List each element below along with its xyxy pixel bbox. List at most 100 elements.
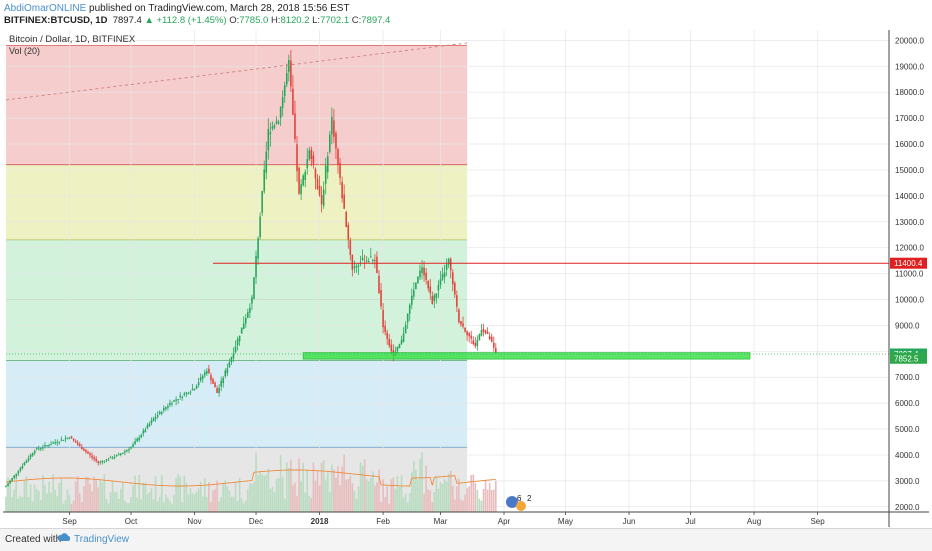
resistance-price-tag-bg [890, 257, 927, 269]
candle-body [146, 425, 149, 429]
volume-bar [224, 480, 227, 512]
volume-bar [439, 482, 442, 512]
events-badge[interactable]: 6 2 [506, 494, 532, 511]
volume-bar [470, 474, 473, 512]
volume-bar [419, 458, 421, 512]
volume-bar [456, 486, 458, 512]
volume-bar [285, 462, 288, 512]
candle-body [15, 473, 18, 477]
volume-bar [271, 486, 274, 512]
candle-body [109, 457, 112, 459]
price-axis[interactable]: 2000.03000.04000.05000.06000.07000.08000… [890, 36, 927, 512]
candle-body [331, 116, 333, 135]
candle-body [326, 156, 329, 173]
candle-body [70, 436, 73, 439]
volume-bar [484, 480, 487, 512]
candle-body [60, 439, 63, 441]
candle-body [458, 309, 460, 323]
volume-bar [308, 495, 311, 512]
candle-body [91, 455, 93, 458]
volume-bar [199, 481, 202, 512]
price-tick-label: 7000.0 [895, 373, 920, 382]
volume-bar [13, 489, 15, 512]
candle-body [361, 257, 364, 261]
candle-body [199, 377, 202, 381]
price-tick-label: 14000.0 [895, 192, 924, 201]
candle-body [136, 438, 138, 442]
volume-bar [300, 481, 302, 512]
volume-bar [380, 501, 382, 512]
volume-bar [68, 495, 71, 512]
volume-bar [277, 478, 280, 512]
candle-body [386, 332, 388, 340]
volume-bar [492, 489, 495, 512]
volume-bar [208, 482, 210, 512]
event-count-2: 2 [527, 494, 532, 503]
volume-bar [93, 476, 95, 512]
time-axis[interactable]: Sep Oct Nov Dec 2018 Feb Mar Apr May Jun Jul Aug Sep [62, 512, 825, 526]
volume-bar [449, 471, 452, 512]
candle-body [290, 60, 292, 87]
volume-bar [474, 482, 477, 512]
price-tick-label: 4000.0 [895, 451, 920, 460]
candle-body [468, 333, 470, 337]
candle-body [203, 372, 206, 376]
volume-bar [478, 498, 481, 512]
volume-bar [165, 494, 167, 512]
candle-body [345, 211, 348, 228]
publish-info: AbdiOmarONLINE published on TradingView.… [4, 3, 350, 14]
volume-bar [193, 494, 196, 512]
candle-body [206, 370, 208, 374]
volume-bar [138, 475, 141, 512]
high-value: 8120.2 [280, 15, 310, 26]
volume-bar [113, 492, 116, 512]
candle-body [413, 290, 415, 297]
candle-body [486, 331, 489, 334]
volume-bar [306, 469, 309, 512]
candle-body [111, 457, 114, 459]
volume-bar [42, 474, 44, 512]
volume-bar [324, 479, 327, 512]
volume-bar [255, 452, 257, 512]
candle-body [236, 339, 239, 346]
volume-bar [331, 464, 333, 512]
candle-body [263, 169, 266, 192]
candle-body [425, 272, 427, 280]
volume-bar [7, 477, 9, 512]
candle-body [447, 258, 450, 265]
author-link[interactable]: AbdiOmarONLINE [4, 3, 87, 14]
volume-bar [130, 497, 132, 512]
candle-body [329, 134, 331, 152]
price-chart[interactable]: 2000.03000.04000.05000.06000.07000.08000… [3, 30, 929, 527]
candle-body [449, 258, 452, 271]
time-tick-label: Nov [187, 517, 201, 526]
candle-body [294, 113, 296, 140]
candle-body [312, 155, 315, 164]
candle-body [13, 475, 15, 479]
candle-body [308, 150, 311, 160]
volume-bar [21, 497, 24, 512]
fib-zone [6, 239, 468, 300]
volume-bar [464, 494, 466, 512]
candle-body [302, 175, 304, 186]
volume-bar [408, 492, 411, 512]
candle-body [347, 225, 350, 240]
candle-body [62, 439, 65, 441]
price-tick-label: 16000.0 [895, 140, 924, 149]
volume-bar [361, 465, 364, 512]
candle-body [130, 447, 132, 449]
volume-bar [101, 482, 104, 512]
volume-bar [91, 491, 93, 512]
price-tick-label: 15000.0 [895, 166, 924, 175]
volume-bar [148, 492, 151, 512]
time-tick-label: Jun [623, 517, 636, 526]
volume-bar [244, 500, 247, 512]
chart-frame[interactable]: 2000.03000.04000.05000.06000.07000.08000… [3, 30, 929, 527]
volume-bar [335, 477, 337, 512]
candle-body [470, 335, 473, 339]
volume-bar [417, 479, 419, 512]
candle-body [89, 453, 91, 456]
candle-body [230, 357, 233, 363]
price-tick-label: 3000.0 [895, 477, 920, 486]
tradingview-brand[interactable]: TradingView [74, 534, 130, 545]
